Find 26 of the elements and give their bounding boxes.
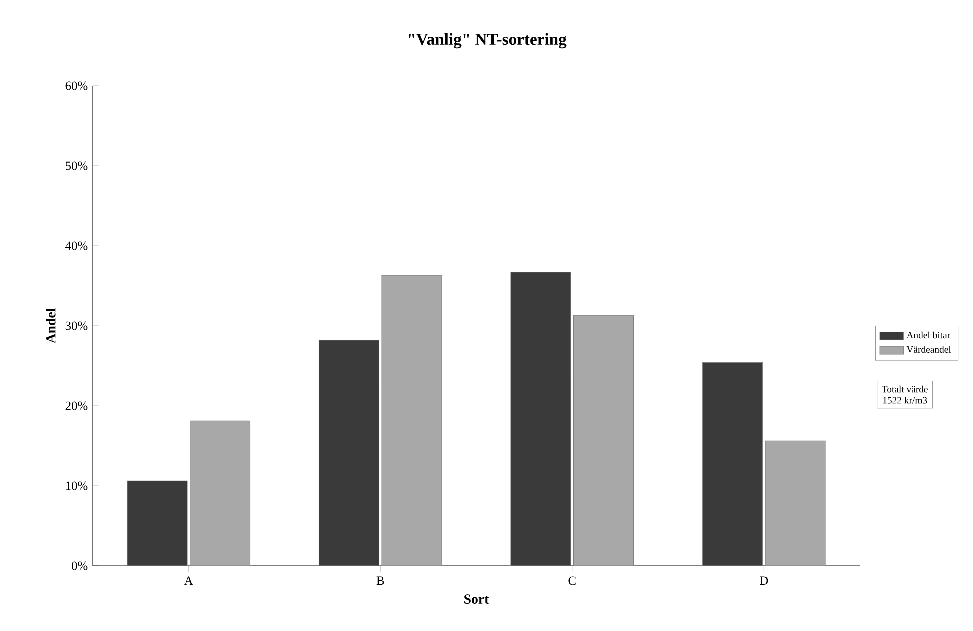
y-tick-label: 40% (66, 242, 88, 250)
bar (190, 420, 251, 566)
bar (765, 440, 826, 566)
legend-label: Värdeandel (906, 346, 952, 354)
bar (127, 480, 188, 566)
text: Totalt värde (882, 386, 928, 393)
x-tick-label: B (376, 576, 384, 585)
y-tick-label: 10% (66, 482, 88, 490)
bar (318, 340, 380, 566)
x-tick-label: D (760, 576, 768, 585)
x-tick-label: A (184, 576, 194, 586)
y-tick-label: 0% (72, 562, 88, 570)
x-axis-title: Sort (464, 594, 490, 604)
y-tick-label: 50% (66, 162, 88, 170)
y-tick-label: 60% (66, 82, 88, 90)
y-tick-label: 20% (66, 402, 88, 410)
bar (702, 362, 764, 566)
y-axis-title: Andel (46, 308, 56, 344)
bar (573, 315, 634, 566)
bar (510, 272, 572, 566)
chart-title: "Vanlig" NT-sortering (408, 33, 567, 49)
bar (382, 275, 442, 566)
text: 1522 kr/m3 (883, 396, 928, 404)
legend-label: Andel bitar (906, 332, 950, 339)
x-tick-label: C (568, 576, 576, 586)
y-tick-label: 30% (66, 322, 88, 330)
